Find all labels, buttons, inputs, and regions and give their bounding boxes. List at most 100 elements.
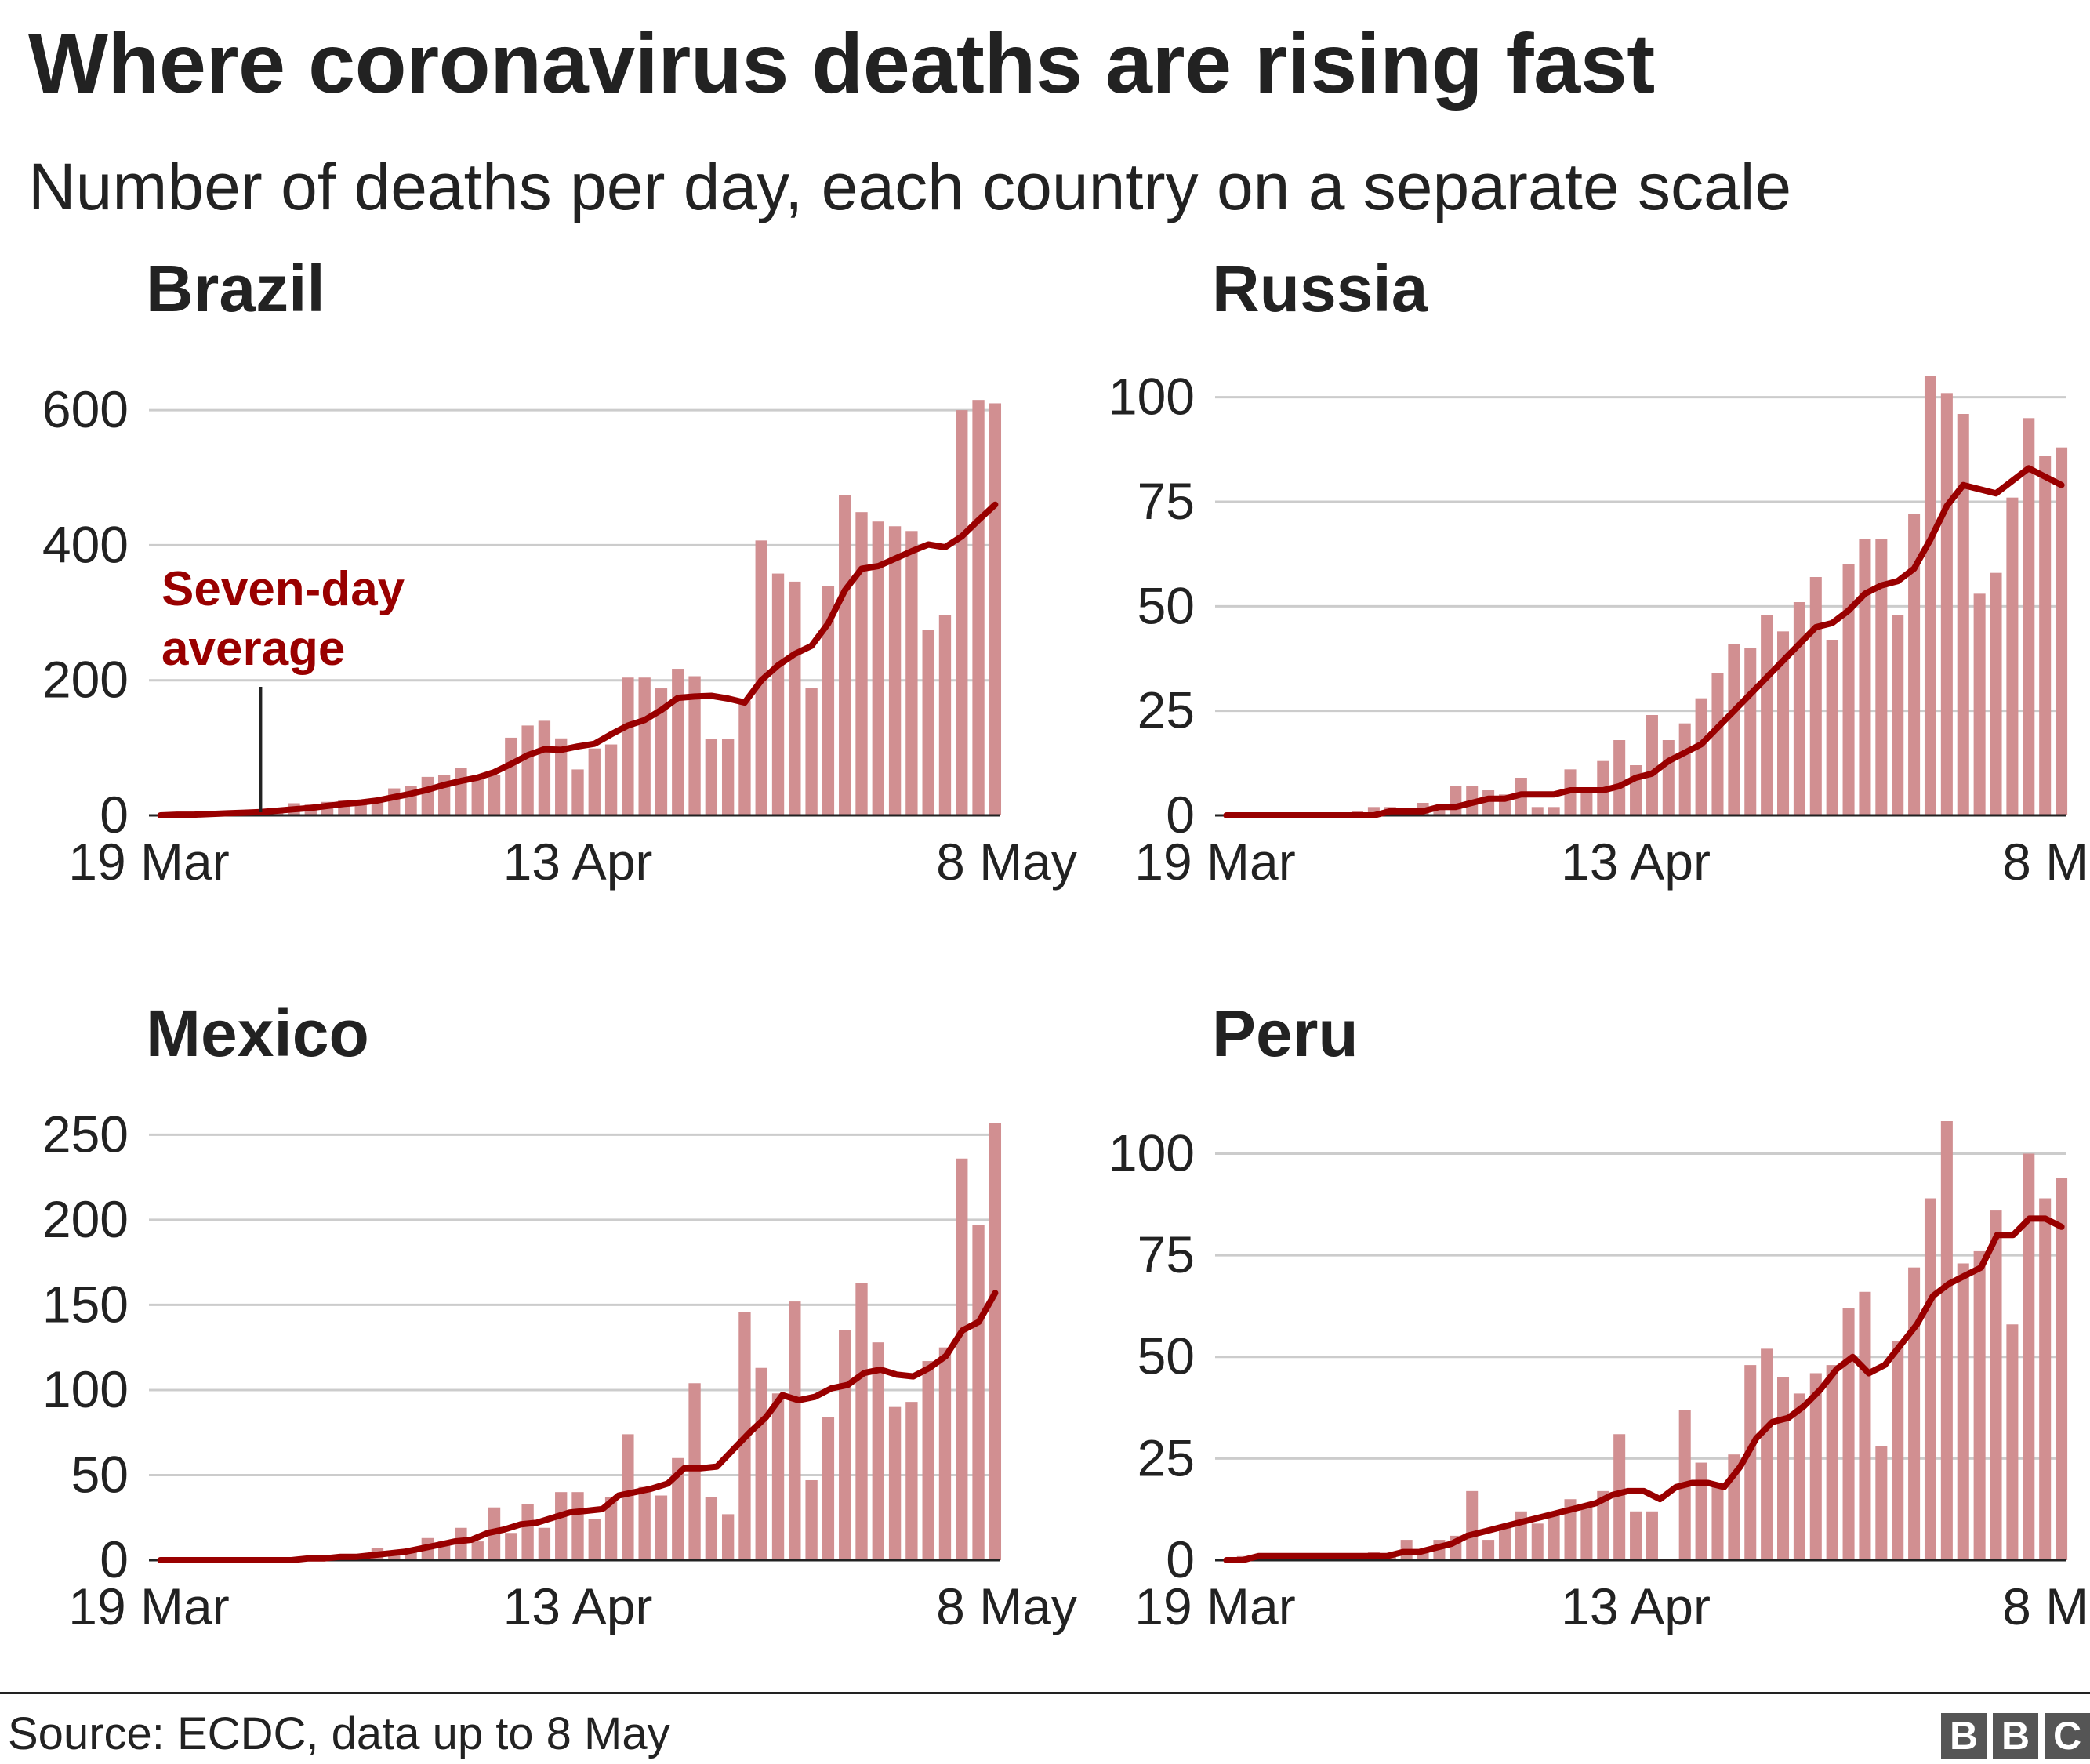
peru-bars (1236, 1121, 2068, 1560)
mexico-bar (588, 1519, 601, 1560)
brazil-bar (789, 581, 801, 815)
brazil-bar (521, 725, 534, 815)
panel-title-russia: Russia (1212, 252, 1428, 325)
russia-bar (1826, 640, 1838, 815)
russia-bar (1957, 414, 1969, 815)
mexico-bar (388, 1553, 401, 1560)
peru-bar (1646, 1511, 1658, 1560)
peru-x-tick-label: 19 Mar (1134, 1577, 1295, 1635)
brazil-y-axis: 0 200 400 600 (42, 380, 129, 844)
russia-y-tick-label: 0 (1166, 786, 1195, 844)
russia-x-axis: 19 Mar 13 Apr 8 May (1134, 833, 2090, 891)
mexico-bar (855, 1283, 868, 1560)
brazil-bar (388, 788, 401, 815)
russia-bar (2056, 447, 2068, 815)
mexico-bar (721, 1514, 735, 1560)
brazil-bar (989, 403, 1002, 815)
brazil-bar (938, 615, 952, 815)
peru-bar (1777, 1377, 1790, 1560)
brazil-bar (455, 768, 467, 815)
brazil-bar (471, 778, 484, 815)
russia-bar (1777, 631, 1790, 815)
peru-bar (2056, 1178, 2068, 1560)
peru-bar (1940, 1121, 1953, 1560)
mexico-bar (938, 1347, 952, 1560)
brazil-bar (571, 769, 584, 815)
mexico-bar (905, 1402, 918, 1560)
brazil-bar (771, 573, 785, 815)
panel-brazil: Brazil 0 200 400 600 19 Mar 13 Apr 8 May Seven-… (28, 251, 1077, 996)
mexico-bar (922, 1361, 934, 1560)
mexico-y-tick-label: 150 (42, 1275, 129, 1333)
peru-bar (1842, 1308, 1855, 1560)
mexico-bar (655, 1495, 668, 1560)
peru-bar (1809, 1373, 1822, 1560)
panel-title-mexico: Mexico (146, 996, 369, 1070)
brazil-bar (555, 738, 568, 815)
peru-bar (1498, 1527, 1511, 1560)
peru-bar (1613, 1434, 1626, 1560)
peru-bar (1859, 1291, 1871, 1560)
russia-bar (1695, 698, 1707, 815)
brazil-bar (604, 744, 618, 815)
peru-x-tick-label: 8 May (2002, 1577, 2090, 1635)
peru-bar (1761, 1348, 1773, 1560)
russia-bar (1809, 577, 1822, 815)
mexico-y-tick-label: 250 (42, 1105, 129, 1163)
peru-bar (1875, 1446, 1888, 1560)
bbc-logo: B B C (1941, 1713, 2090, 1759)
panel-title-brazil: Brazil (146, 252, 325, 325)
mexico-y-tick-label: 50 (71, 1445, 129, 1503)
russia-bar (1908, 514, 1921, 815)
russia-bar (1892, 615, 1904, 815)
brazil-bar (738, 700, 751, 815)
russia-bar (1548, 807, 1560, 815)
brazil-annotation-label: average (161, 622, 345, 676)
russia-bar (1761, 615, 1773, 815)
mexico-bar (872, 1342, 884, 1560)
peru-gridlines (1215, 1152, 2066, 1460)
chart-peru: 0 25 50 75 100 19 Mar 13 Apr 8 May (1108, 1121, 2090, 1635)
mexico-bar (688, 1383, 701, 1560)
russia-y-axis: 0 25 50 75 100 (1108, 368, 1195, 844)
brazil-bar (705, 739, 718, 815)
mexico-bar (789, 1301, 801, 1560)
brazil-bar (905, 531, 918, 815)
footer-divider (0, 1692, 2090, 1694)
mexico-y-tick-label: 0 (100, 1530, 129, 1588)
brazil-annotation-label: Seven-day (161, 562, 405, 616)
peru-x-tick-label: 13 Apr (1561, 1577, 1711, 1635)
russia-bar (1433, 807, 1446, 815)
russia-average-line (1223, 465, 2065, 818)
mexico-bar (521, 1504, 534, 1560)
peru-bar (1695, 1462, 1707, 1560)
brazil-average-line (157, 501, 999, 818)
brazil-y-tick-label: 600 (42, 380, 129, 438)
mexico-bar (672, 1457, 684, 1560)
russia-bar (1924, 376, 1936, 815)
panel-russia: Russia 0 25 50 75 100 19 Mar 13 Apr 8 May (1094, 251, 2090, 996)
russia-bar (1728, 644, 1740, 815)
brazil-y-tick-label: 200 (42, 651, 129, 709)
russia-bar (1613, 740, 1626, 815)
peru-bar (1580, 1507, 1593, 1560)
russia-bar (1630, 765, 1642, 815)
russia-y-tick-label: 100 (1108, 368, 1195, 426)
chart-subtitle: Number of deaths per day, each country o… (28, 150, 1792, 223)
russia-bars (1352, 376, 2068, 815)
brazil-bar (588, 748, 601, 815)
peru-bar (1466, 1490, 1479, 1560)
russia-bar (1367, 807, 1380, 815)
panel-peru: Peru 0 25 50 75 100 19 Mar 13 Apr 8 May (1094, 996, 2090, 1740)
mexico-bar (471, 1541, 484, 1560)
russia-bar (1678, 723, 1691, 815)
peru-bar (1482, 1540, 1495, 1560)
mexico-bar (839, 1330, 851, 1560)
peru-bar (1711, 1483, 1724, 1560)
bbc-logo-letter-1: B (1941, 1713, 1987, 1759)
peru-average-line (1223, 1215, 2065, 1563)
mexico-x-axis: 19 Mar 13 Apr 8 May (68, 1577, 1077, 1635)
brazil-bar (956, 410, 968, 815)
russia-bar (1990, 572, 2002, 815)
mexico-bar (604, 1497, 618, 1560)
